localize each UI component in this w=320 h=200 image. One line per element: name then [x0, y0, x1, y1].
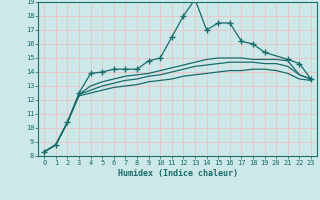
X-axis label: Humidex (Indice chaleur): Humidex (Indice chaleur)	[118, 169, 238, 178]
